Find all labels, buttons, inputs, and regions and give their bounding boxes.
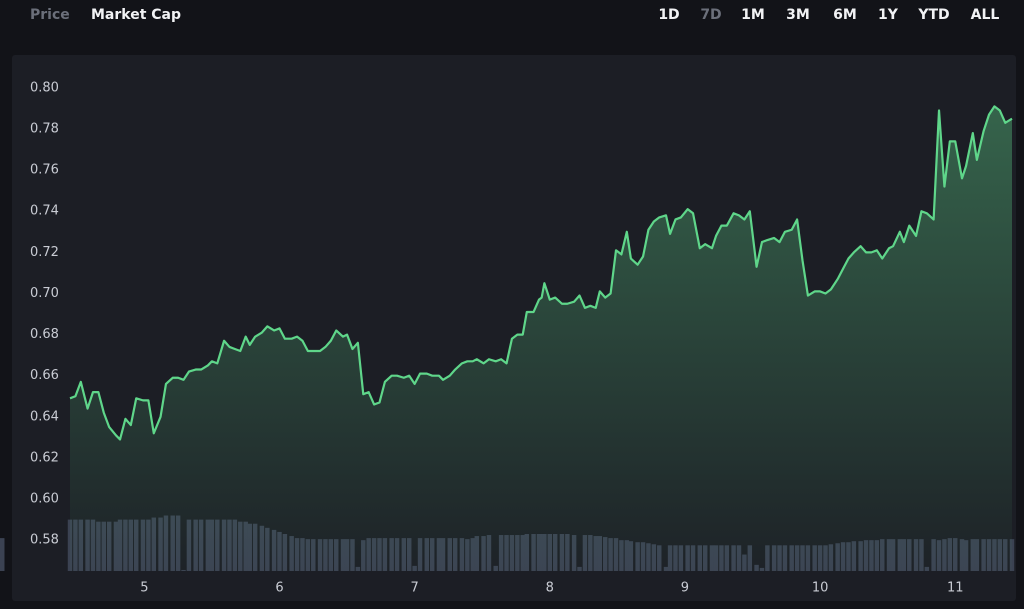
y-tick-label: 0.78	[30, 122, 59, 137]
range-tab[interactable]: ALL	[971, 7, 1000, 23]
x-tick-label: 6	[275, 581, 283, 596]
metric-tab[interactable]: Price	[30, 7, 70, 23]
range-tab[interactable]: 1Y	[878, 7, 899, 23]
y-tick-label: 0.70	[30, 286, 59, 301]
y-tick-label: 0.62	[30, 450, 59, 465]
range-tab[interactable]: 3M	[786, 7, 810, 23]
x-tick-label: 11	[947, 581, 964, 596]
volume-bar	[0, 538, 5, 571]
y-tick-label: 0.66	[30, 368, 59, 383]
y-tick-label: 0.64	[30, 409, 59, 424]
top-bar: Price Market Cap 1D 7D 1M 3M 6M 1Y YTD ALL	[30, 7, 999, 23]
range-tab[interactable]: 1D	[658, 7, 679, 23]
x-tick-label: 9	[681, 581, 689, 596]
y-tick-label: 0.60	[30, 492, 59, 507]
y-tick-label: 0.76	[30, 163, 59, 178]
range-tab[interactable]: 7D	[700, 7, 721, 23]
x-tick-label: 8	[546, 581, 554, 596]
range-tab[interactable]: YTD	[917, 7, 949, 23]
y-tick-label: 0.74	[30, 204, 59, 219]
x-tick-label: 7	[410, 581, 418, 596]
price-line	[69, 105, 1013, 441]
x-tick-label: 10	[812, 581, 829, 596]
y-tick-label: 0.58	[30, 533, 59, 548]
range-tab[interactable]: 6M	[833, 7, 857, 23]
y-tick-label: 0.72	[30, 245, 59, 260]
chart: 0.58 0.60 0.62 0.64 0.66 0.68 0.70 0.72 0.74 0.76…	[0, 80, 1015, 596]
y-tick-label: 0.68	[30, 327, 59, 342]
range-tab[interactable]: 1M	[741, 7, 765, 23]
price-area	[70, 106, 1012, 571]
y-tick-label: 0.80	[30, 80, 59, 95]
x-tick-label: 5	[140, 581, 148, 596]
metric-tab[interactable]: Market Cap	[91, 7, 181, 23]
